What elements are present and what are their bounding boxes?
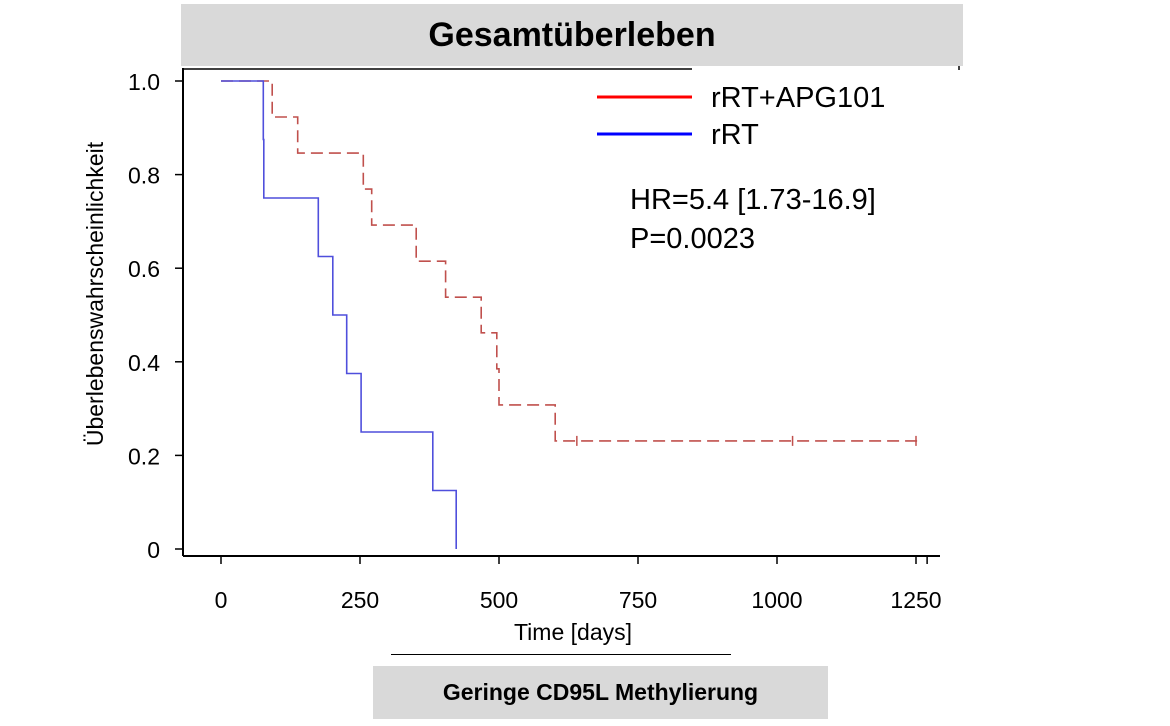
x-tick-label: 750 [619,587,657,613]
legend-label-rrt: rRT [711,119,759,151]
chart-title: Gesamtüberleben [428,15,716,54]
legend: rRT+APG101 rRT [597,82,885,151]
y-axis-label: Überlebenswahrscheinlichkeit [82,141,108,446]
y-tick-label: 0.8 [128,163,160,189]
x-tick-label: 1000 [751,587,802,613]
subgroup-label: Geringe CD95L Methylierung [442,679,759,705]
x-axis-label: Time [days] [514,619,632,645]
x-tick-label: 0 [215,587,228,613]
chart-title-banner: Gesamtüberleben [181,4,963,66]
x-tick-label: 250 [341,587,379,613]
series-line-rrt-apg101 [221,80,923,442]
series-line-rrt [221,80,457,549]
p-value-annotation: P=0.0023 [630,223,755,255]
legend-label-rrt-apg101: rRT+APG101 [711,82,885,114]
x-tick-label: 500 [480,587,518,613]
y-tick-label: 0.4 [128,350,160,376]
axes: 0 250 500 750 1000 1250 0 0.2 0.4 0.6 0.8 1.0 Time [… [82,66,960,645]
y-tick-label: 1.0 [128,69,160,95]
y-tick-label: 0.6 [128,256,160,282]
hazard-ratio-annotation: HR=5.4 [1.73-16.9] [630,184,876,216]
y-tick-label: 0.2 [128,443,160,469]
footer-divider [391,654,731,655]
y-tick-label: 0 [147,537,160,563]
survival-curves [221,80,923,549]
x-tick-label: 1250 [890,587,941,613]
subgroup-banner: Geringe CD95L Methylierung [373,666,828,719]
